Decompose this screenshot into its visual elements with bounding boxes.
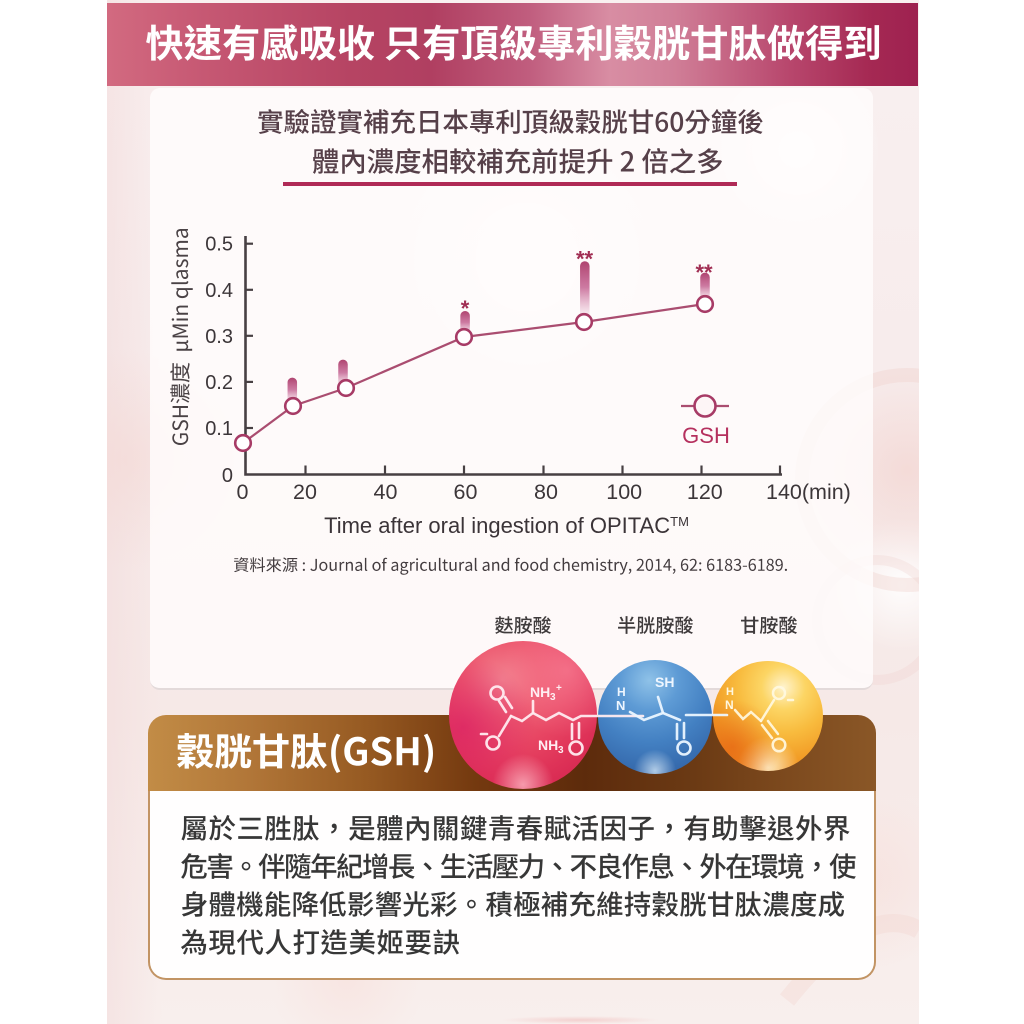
svg-text:N: N	[616, 698, 625, 713]
svg-text:NH: NH	[538, 737, 558, 753]
svg-text:+: +	[556, 683, 562, 694]
svg-text:0.2: 0.2	[205, 372, 233, 394]
svg-text:40: 40	[374, 480, 398, 504]
svg-text:NH: NH	[530, 684, 550, 700]
svg-text:20: 20	[293, 480, 317, 504]
svg-text:100: 100	[606, 480, 642, 504]
svg-text:**: **	[695, 260, 713, 285]
svg-text:*: *	[461, 296, 470, 321]
svg-text:60: 60	[454, 480, 478, 504]
svg-text:0.3: 0.3	[205, 326, 233, 348]
svg-text:N: N	[725, 698, 734, 712]
svg-text:0: 0	[222, 465, 233, 487]
svg-text:0: 0	[237, 480, 249, 504]
svg-text:H: H	[726, 686, 734, 698]
svg-text:GSH: GSH	[682, 423, 730, 448]
svg-text:0.1: 0.1	[205, 418, 233, 440]
svg-text:Time after oral ingestion of O: Time after oral ingestion of OPITACTM	[324, 513, 689, 538]
svg-text:120: 120	[687, 480, 723, 504]
svg-text:SH: SH	[655, 674, 674, 690]
svg-text:0.4: 0.4	[205, 280, 233, 302]
svg-text:0.5: 0.5	[205, 234, 233, 256]
svg-text:H: H	[617, 685, 626, 699]
svg-text:80: 80	[534, 480, 558, 504]
svg-text:3: 3	[558, 745, 564, 756]
svg-text:3: 3	[550, 692, 556, 703]
svg-text:140(min): 140(min)	[766, 480, 851, 504]
svg-text:**: **	[576, 247, 594, 272]
